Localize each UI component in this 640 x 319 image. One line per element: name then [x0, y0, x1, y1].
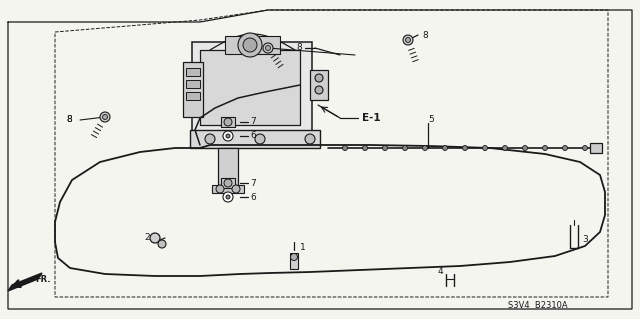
Circle shape — [100, 112, 110, 122]
Bar — [186, 92, 200, 100]
Circle shape — [226, 134, 230, 138]
Circle shape — [223, 192, 233, 202]
Circle shape — [342, 145, 348, 151]
Circle shape — [223, 131, 233, 141]
Circle shape — [442, 145, 447, 151]
Text: 4: 4 — [437, 268, 443, 277]
Circle shape — [463, 145, 467, 151]
Circle shape — [102, 115, 108, 120]
Text: 8: 8 — [67, 115, 72, 124]
Bar — [590, 143, 602, 153]
Text: 8: 8 — [422, 31, 428, 40]
Circle shape — [150, 233, 160, 243]
Circle shape — [243, 38, 257, 52]
Text: 3: 3 — [582, 235, 588, 244]
Circle shape — [315, 74, 323, 82]
Circle shape — [255, 134, 265, 144]
Text: 1: 1 — [300, 243, 306, 253]
Circle shape — [205, 134, 215, 144]
Text: 6: 6 — [250, 192, 256, 202]
Circle shape — [563, 145, 568, 151]
Circle shape — [266, 46, 271, 50]
Bar — [190, 130, 320, 148]
Bar — [212, 185, 244, 193]
Circle shape — [263, 43, 273, 53]
Bar — [183, 62, 203, 117]
Text: 8: 8 — [296, 43, 302, 53]
Circle shape — [483, 145, 488, 151]
Bar — [200, 50, 300, 125]
Text: 5: 5 — [428, 115, 434, 124]
Circle shape — [422, 145, 428, 151]
Text: FR.: FR. — [35, 276, 51, 285]
Circle shape — [224, 179, 232, 187]
Circle shape — [232, 185, 240, 193]
Circle shape — [403, 145, 408, 151]
Bar — [186, 80, 200, 88]
Bar — [221, 178, 235, 188]
Bar — [186, 68, 200, 76]
Circle shape — [522, 145, 527, 151]
Circle shape — [158, 240, 166, 248]
Text: E-1: E-1 — [362, 113, 381, 123]
Bar — [218, 148, 238, 188]
Circle shape — [315, 86, 323, 94]
Circle shape — [291, 254, 298, 261]
Bar — [225, 36, 280, 54]
Circle shape — [543, 145, 547, 151]
Circle shape — [305, 134, 315, 144]
Bar — [221, 117, 235, 127]
Bar — [192, 42, 312, 132]
Text: S3V4  B2310A: S3V4 B2310A — [508, 300, 568, 309]
Circle shape — [224, 118, 232, 126]
Circle shape — [403, 35, 413, 45]
Circle shape — [383, 145, 387, 151]
Bar — [310, 70, 328, 100]
Circle shape — [238, 33, 262, 57]
Circle shape — [226, 195, 230, 199]
Circle shape — [582, 145, 588, 151]
Bar — [290, 253, 298, 269]
Circle shape — [502, 145, 508, 151]
Text: 6: 6 — [250, 131, 256, 140]
Text: 7: 7 — [250, 117, 256, 127]
Circle shape — [406, 38, 410, 42]
Circle shape — [216, 185, 224, 193]
Text: 2: 2 — [145, 234, 150, 242]
Polygon shape — [8, 273, 42, 291]
Text: 7: 7 — [250, 179, 256, 188]
Text: 8: 8 — [67, 115, 72, 124]
Circle shape — [362, 145, 367, 151]
